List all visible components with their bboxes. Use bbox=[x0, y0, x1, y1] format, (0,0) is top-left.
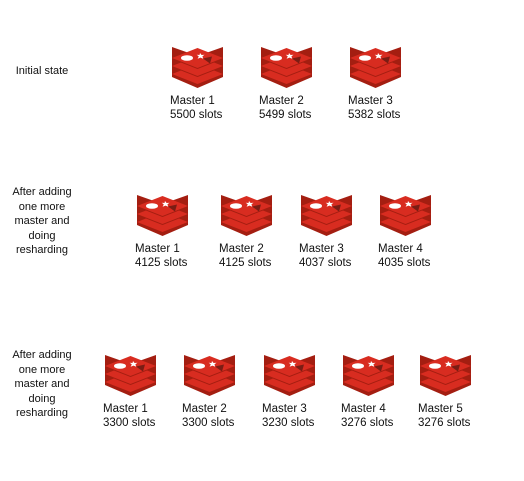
redis-logo-icon bbox=[264, 355, 315, 396]
redis-logo-icon bbox=[137, 195, 188, 236]
stage-2-label: After adding one more master and doing r… bbox=[12, 186, 72, 256]
master-slots: 4037 slots bbox=[299, 257, 352, 269]
master-name: Master 4 bbox=[341, 403, 386, 415]
redis-logo-icon bbox=[350, 47, 401, 88]
redis-logo-icon bbox=[184, 355, 235, 396]
master-name: Master 1 bbox=[135, 243, 180, 255]
redis-logo-icon bbox=[380, 195, 431, 236]
master-slots: 5499 slots bbox=[259, 109, 312, 121]
master-slots: 4125 slots bbox=[135, 257, 188, 269]
master-slots: 3300 slots bbox=[182, 417, 235, 429]
master-name: Master 3 bbox=[299, 243, 344, 255]
master-name: Master 5 bbox=[418, 403, 463, 415]
redis-logo-icon bbox=[261, 47, 312, 88]
stage-3-label: After adding one more master and doing r… bbox=[12, 349, 72, 419]
redis-logo-icon bbox=[420, 355, 471, 396]
master-name: Master 2 bbox=[182, 403, 227, 415]
redis-logo-icon bbox=[172, 47, 223, 88]
redis-logo-icon bbox=[221, 195, 272, 236]
master-slots: 3230 slots bbox=[262, 417, 315, 429]
redis-logo-icon bbox=[343, 355, 394, 396]
master-slots: 5500 slots bbox=[170, 109, 223, 121]
master-name: Master 2 bbox=[259, 95, 304, 107]
master-name: Master 4 bbox=[378, 243, 423, 255]
redis-logo-icon bbox=[105, 355, 156, 396]
master-name: Master 3 bbox=[262, 403, 307, 415]
master-slots: 4125 slots bbox=[219, 257, 272, 269]
master-name: Master 3 bbox=[348, 95, 393, 107]
master-slots: 3300 slots bbox=[103, 417, 156, 429]
master-slots: 3276 slots bbox=[418, 417, 471, 429]
master-name: Master 1 bbox=[103, 403, 148, 415]
master-slots: 5382 slots bbox=[348, 109, 401, 121]
master-name: Master 2 bbox=[219, 243, 264, 255]
redis-logo-icon bbox=[301, 195, 352, 236]
master-name: Master 1 bbox=[170, 95, 215, 107]
master-slots: 4035 slots bbox=[378, 257, 431, 269]
stage-1-label: Initial state bbox=[15, 65, 69, 77]
master-slots: 3276 slots bbox=[341, 417, 394, 429]
